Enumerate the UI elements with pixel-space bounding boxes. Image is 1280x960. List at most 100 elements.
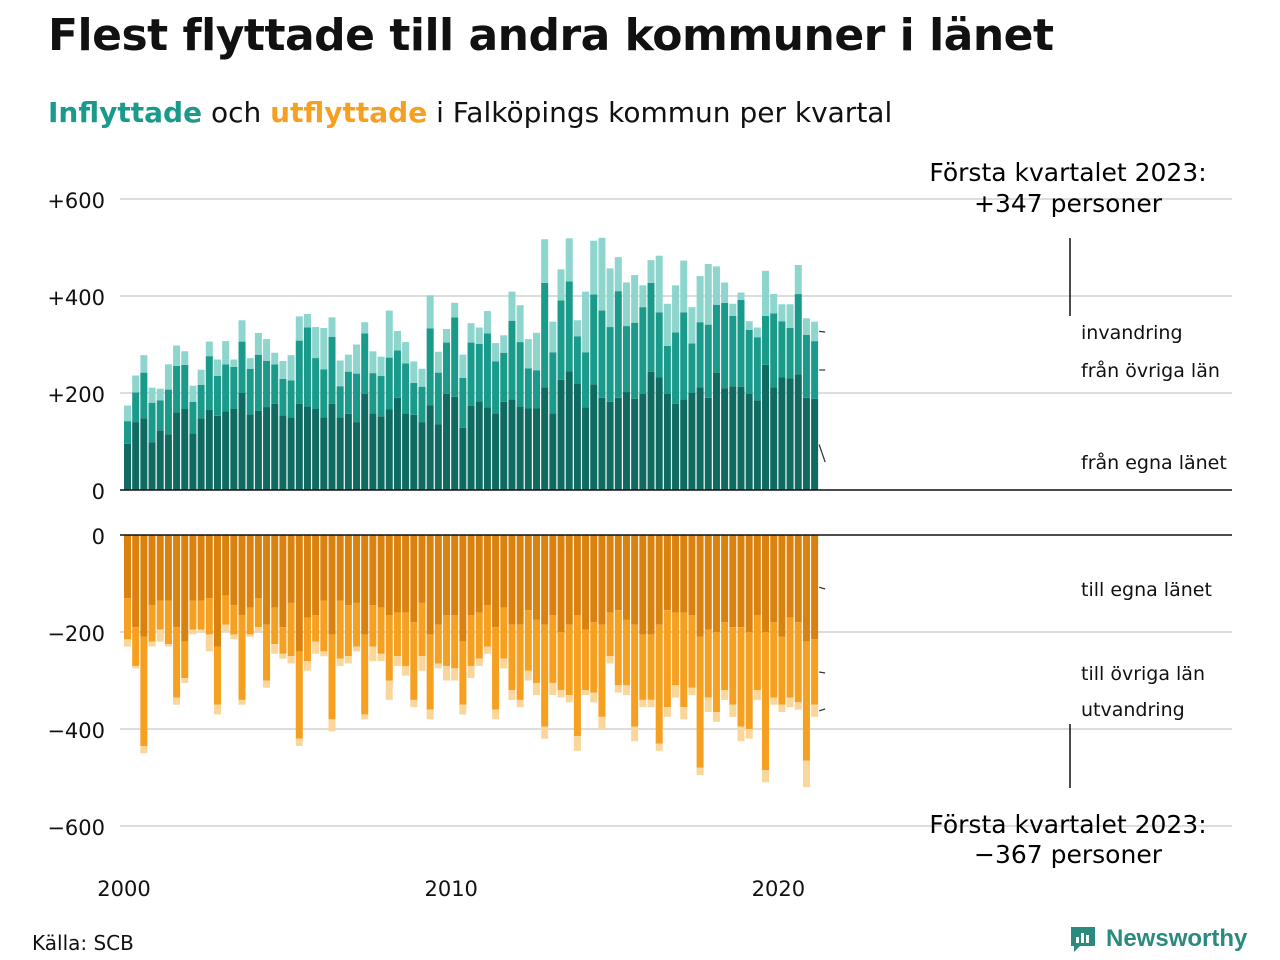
bar-out-egna bbox=[320, 535, 328, 601]
bar-in-invandring bbox=[614, 257, 622, 292]
bar-in-egna bbox=[614, 397, 622, 490]
bar-in-egna bbox=[786, 378, 794, 490]
bottom-y-tick-label: 0 bbox=[92, 525, 105, 549]
bar-in-invandring bbox=[573, 320, 581, 337]
x-tick-label: 2000 bbox=[97, 877, 150, 901]
bar-in-ovriga bbox=[238, 341, 246, 393]
subtitle-rest: i Falköpings kommun per kvartal bbox=[436, 96, 893, 129]
label-utvandring: utvandring bbox=[1081, 699, 1185, 721]
utflyttade-bars bbox=[124, 535, 819, 788]
bar-out-ovriga bbox=[156, 600, 164, 630]
bar-in-invandring bbox=[770, 294, 778, 314]
bar-in-invandring bbox=[148, 387, 156, 403]
bar-in-ovriga bbox=[459, 377, 467, 428]
bar-out-utvandring bbox=[606, 656, 614, 664]
bar-out-utvandring bbox=[549, 682, 557, 696]
bar-in-invandring bbox=[598, 237, 606, 311]
bar-out-ovriga bbox=[336, 600, 344, 659]
bar-in-invandring bbox=[434, 351, 442, 373]
bar-out-utvandring bbox=[467, 665, 475, 679]
bar-out-utvandring bbox=[647, 699, 655, 708]
bar-in-invandring bbox=[246, 358, 254, 369]
bar-in-ovriga bbox=[385, 357, 393, 410]
bar-in-invandring bbox=[786, 304, 794, 329]
bar-out-egna bbox=[606, 535, 614, 613]
bar-out-ovriga bbox=[549, 615, 557, 683]
bar-in-invandring bbox=[639, 285, 647, 308]
bar-out-utvandring bbox=[590, 692, 598, 703]
bar-out-utvandring bbox=[410, 699, 418, 708]
bar-out-egna bbox=[254, 535, 262, 599]
bar-in-invandring bbox=[663, 303, 671, 346]
bar-out-egna bbox=[238, 535, 246, 616]
bar-in-ovriga bbox=[672, 332, 680, 404]
bar-out-egna bbox=[753, 535, 761, 616]
bar-out-egna bbox=[737, 535, 745, 628]
bar-in-ovriga bbox=[230, 366, 238, 410]
bar-in-ovriga bbox=[402, 363, 410, 414]
bar-in-egna bbox=[794, 374, 802, 490]
bar-out-utvandring bbox=[279, 653, 287, 659]
bar-out-utvandring bbox=[672, 685, 680, 698]
bar-in-egna bbox=[483, 407, 491, 490]
bar-in-ovriga bbox=[443, 342, 451, 394]
bar-in-invandring bbox=[312, 327, 320, 359]
bar-in-egna bbox=[753, 400, 761, 490]
bar-in-egna bbox=[524, 408, 532, 490]
bar-in-invandring bbox=[712, 266, 720, 305]
bar-out-utvandring bbox=[205, 634, 213, 652]
bar-in-invandring bbox=[606, 268, 614, 328]
bar-out-egna bbox=[393, 535, 401, 613]
bar-out-utvandring bbox=[614, 685, 622, 693]
bar-in-invandring bbox=[287, 355, 295, 381]
bar-in-ovriga bbox=[500, 352, 508, 402]
bar-in-invandring bbox=[549, 321, 557, 353]
bar-out-utvandring bbox=[271, 644, 279, 654]
bar-out-utvandring bbox=[598, 716, 606, 730]
bar-in-invandring bbox=[197, 369, 205, 385]
bar-out-egna bbox=[704, 535, 712, 630]
bar-in-invandring bbox=[721, 282, 729, 303]
bar-in-egna bbox=[148, 442, 156, 490]
bar-out-utvandring bbox=[541, 726, 549, 739]
x-tick-label: 2010 bbox=[424, 877, 477, 901]
bar-in-ovriga bbox=[467, 342, 475, 406]
brand-name: Newsworthy bbox=[1106, 925, 1248, 952]
bar-out-utvandring bbox=[802, 760, 810, 788]
bar-in-egna bbox=[254, 410, 262, 490]
bar-out-ovriga bbox=[647, 634, 655, 700]
bar-in-invandring bbox=[410, 361, 418, 383]
bar-in-egna bbox=[295, 403, 303, 490]
bar-in-invandring bbox=[426, 295, 434, 329]
bar-in-invandring bbox=[778, 304, 786, 322]
bar-out-ovriga bbox=[451, 615, 459, 669]
bar-out-egna bbox=[287, 535, 295, 603]
bar-in-ovriga bbox=[647, 282, 655, 372]
bar-in-ovriga bbox=[279, 378, 287, 416]
bar-in-ovriga bbox=[745, 329, 753, 394]
bar-out-ovriga bbox=[737, 627, 745, 727]
bar-out-utvandring bbox=[312, 641, 320, 654]
bar-out-utvandring bbox=[344, 656, 352, 664]
top-y-tick-label: +400 bbox=[47, 286, 105, 310]
bar-out-egna bbox=[811, 535, 819, 640]
bar-in-invandring bbox=[353, 344, 361, 374]
bar-out-ovriga bbox=[312, 615, 320, 642]
bar-in-egna bbox=[328, 403, 336, 490]
bar-in-ovriga bbox=[303, 327, 311, 407]
bar-out-utvandring bbox=[393, 656, 401, 666]
bar-in-ovriga bbox=[295, 340, 303, 404]
bar-out-utvandring bbox=[377, 653, 385, 662]
bar-in-egna bbox=[303, 406, 311, 490]
bar-out-utvandring bbox=[263, 680, 271, 688]
bar-out-egna bbox=[500, 535, 508, 608]
subtitle-och: och bbox=[210, 96, 262, 129]
bar-in-invandring bbox=[672, 285, 680, 333]
bar-out-egna bbox=[516, 535, 524, 625]
bar-in-egna bbox=[475, 401, 483, 490]
bar-in-invandring bbox=[516, 305, 524, 343]
bar-out-ovriga bbox=[173, 627, 181, 698]
bar-in-egna bbox=[508, 399, 516, 490]
bar-out-ovriga bbox=[246, 607, 254, 635]
bar-out-utvandring bbox=[565, 695, 573, 703]
